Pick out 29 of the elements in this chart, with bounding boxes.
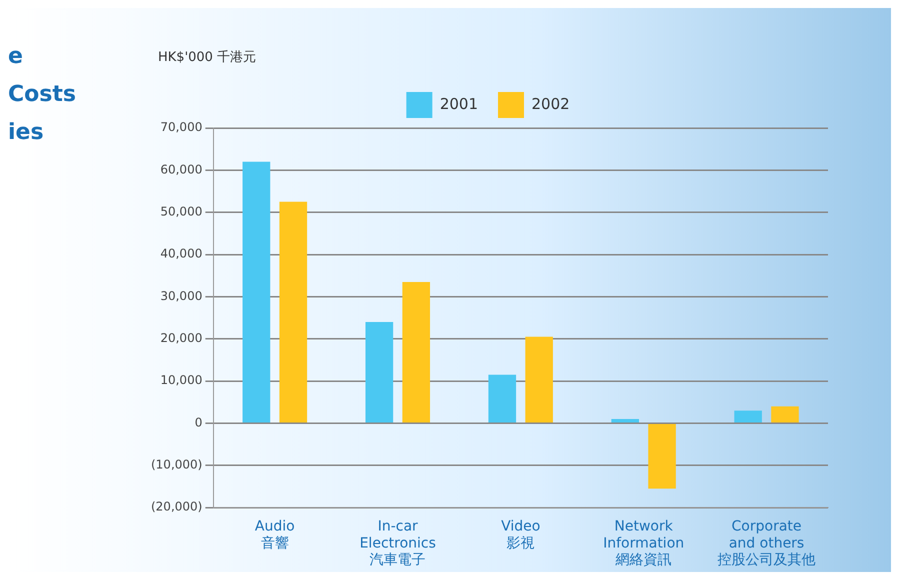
legend-label: 2001	[440, 94, 478, 113]
y-tick-label: 60,000	[160, 162, 202, 176]
bar	[242, 162, 270, 422]
bar	[525, 336, 553, 422]
x-tick-label: Video 影視	[501, 518, 540, 552]
y-tick-label: (20,000)	[150, 500, 202, 514]
bar	[488, 374, 516, 422]
x-tick-label: Corporate and others 控股公司及其他	[718, 518, 816, 568]
x-tick-label: Audio 音響	[254, 518, 295, 552]
bar	[279, 202, 308, 422]
bar	[648, 424, 676, 489]
y-tick-label: 70,000	[160, 120, 202, 134]
bar	[365, 322, 394, 422]
y-tick-label: 20,000	[160, 331, 202, 346]
y-tick-label: 30,000	[160, 288, 202, 303]
bar	[402, 282, 430, 422]
bar	[734, 410, 762, 422]
y-tick-label: 50,000	[160, 204, 202, 218]
y-tick-label: 40,000	[160, 246, 202, 261]
y-tick-label: 10,000	[160, 373, 202, 388]
y-tick-label: 0	[194, 415, 202, 430]
x-tick-label: Network Information 網絡資訊	[603, 518, 684, 568]
bar	[611, 419, 639, 422]
y-axis-title: HK$'000 千港元	[158, 49, 256, 66]
legend-label: 2002	[532, 94, 570, 113]
bar	[771, 406, 799, 422]
chart-title: e Costs ies	[8, 43, 77, 147]
y-tick-label: (10,000)	[150, 458, 202, 472]
x-tick-label: In-car Electronics 汽車電子	[360, 518, 436, 568]
